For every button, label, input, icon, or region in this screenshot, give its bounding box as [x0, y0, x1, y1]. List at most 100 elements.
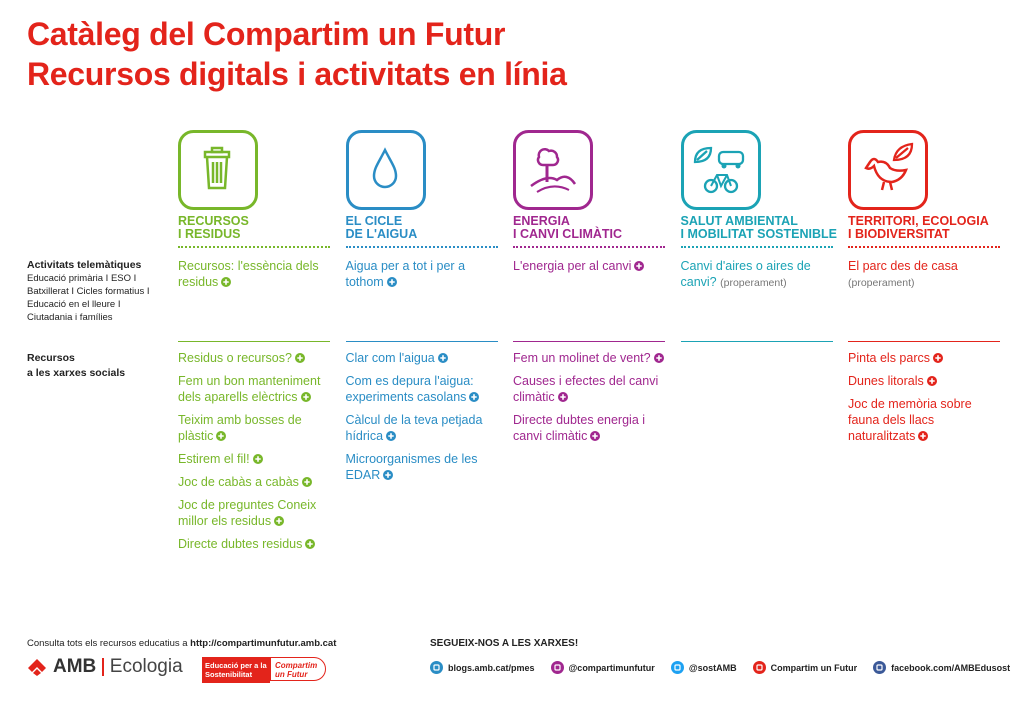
plus-icon: [926, 376, 937, 386]
consult: Consulta tots els recursos educatius a h…: [27, 638, 336, 649]
logo-mark: [28, 659, 46, 676]
social-list: Fem un molinet de vent? Causes i efectes …: [513, 350, 665, 444]
heading-line: RECURSOS: [178, 214, 249, 228]
item-text: Joc de cabàs a cabàs: [178, 475, 299, 489]
heading-line: SALUT AMBIENTAL: [680, 214, 798, 228]
column-heading: SALUT AMBIENTAL I MOBILITAT SOSTENIBLE: [681, 215, 837, 241]
online-item[interactable]: Recursos: l'essència dels residus: [178, 258, 330, 290]
item-text: Causes i efectes del canvi climàtic: [513, 374, 659, 404]
item-text: L'energia per al canvi: [513, 259, 632, 273]
social-item[interactable]: Fem un bon manteniment dels aparells elè…: [178, 373, 330, 405]
link-icon: [670, 661, 684, 674]
social-item[interactable]: Estirem el fil!: [178, 451, 330, 467]
online-item[interactable]: Aigua per a tot i per a tothom: [346, 258, 498, 290]
social-item[interactable]: Joc de memòria sobre fauna dels llacs na…: [848, 396, 1000, 444]
social-item[interactable]: Dunes litorals: [848, 373, 1000, 389]
plus-icon: [274, 516, 285, 526]
row-label-line: Educació en el lleure I: [27, 299, 121, 310]
link-icon: [430, 661, 443, 674]
plus-icon: [305, 539, 316, 549]
item-text: Fem un molinet de vent?: [513, 351, 651, 365]
plus-icon: [252, 454, 263, 464]
heading-line: I CANVI CLIMÀTIC: [513, 227, 623, 241]
social-item[interactable]: Joc de cabàs a cabàs: [178, 474, 330, 490]
item-text: Clar com l'aigua: [345, 351, 435, 365]
row-label-line: Educació primària I ESO I: [27, 273, 137, 284]
plus-icon: [634, 261, 645, 271]
badge: Educació per a la Sostenibilitat Compart…: [202, 657, 328, 683]
link-icon: [873, 661, 887, 674]
item-text: Dunes litorals: [848, 374, 924, 388]
social-item[interactable]: Joc de preguntes Coneix millor els resid…: [178, 497, 330, 529]
link-text: @sostAMB: [688, 662, 737, 673]
dotted-rule: [513, 246, 665, 248]
item-text: Pinta els parcs: [848, 351, 930, 365]
online-item[interactable]: El parc des de casa (properament): [848, 258, 1000, 291]
title-line: Recursos digitals i activitats en línia: [27, 56, 567, 92]
social-item[interactable]: Residus o recursos?: [178, 350, 330, 366]
social-item[interactable]: Causes i efectes del canvi climàtic: [513, 373, 665, 405]
item-text: El parc des de casa: [848, 259, 958, 273]
icon: [345, 130, 426, 210]
social-link[interactable]: Compartim un Futur: [752, 661, 858, 674]
plus-icon: [386, 277, 397, 287]
link-text: Compartim un Futur: [770, 662, 858, 673]
item-text: Joc de preguntes Coneix millor els resid…: [178, 498, 317, 528]
solid-rule: [178, 341, 330, 342]
link-icon: [752, 661, 766, 674]
item-text: Estirem el fil!: [178, 452, 250, 466]
item-text: Directe dubtes residus: [178, 537, 303, 551]
title-line: Catàleg del Compartim un Futur: [27, 16, 506, 52]
plus-icon: [469, 392, 480, 402]
social-link[interactable]: facebook.com/AMBEdusost: [873, 661, 1010, 674]
badge-text: Educació per a la Sostenibilitat: [202, 657, 270, 683]
item-text: Aigua per a tot i per a tothom: [345, 259, 466, 289]
social-item[interactable]: Com es depura l'aigua: experiments casol…: [346, 373, 498, 405]
social-item[interactable]: Clar com l'aigua: [346, 350, 498, 366]
plus-icon: [557, 392, 568, 402]
social-item[interactable]: Directe dubtes residus: [178, 536, 330, 552]
social-link[interactable]: @compartimunfutur: [550, 661, 655, 674]
social-item[interactable]: Fem un molinet de vent?: [513, 350, 665, 366]
item-text: Joc de memòria sobre fauna dels llacs na…: [848, 397, 972, 443]
dotted-rule: [680, 246, 833, 248]
social-item[interactable]: Càlcul de la teva petjada hídrica: [346, 412, 498, 444]
dotted-rule: [345, 246, 498, 248]
online-item[interactable]: L'energia per al canvi: [513, 258, 665, 274]
plus-icon: [216, 431, 227, 441]
plus-icon: [932, 353, 943, 363]
social-item[interactable]: Microorganismes de les EDAR: [346, 451, 498, 483]
link-icon: [550, 661, 564, 674]
solid-rule: [513, 341, 665, 342]
consult-text: Consulta tots els recursos educatius a: [27, 638, 188, 649]
plus-icon: [437, 353, 448, 363]
dotted-rule: [848, 246, 1000, 248]
online-list: Aigua per a tot i per a tothom: [346, 258, 498, 290]
online-list: Recursos: l'essència dels residus: [178, 258, 330, 290]
item-text: Residus o recursos?: [178, 351, 292, 365]
item-text: Teixim amb bosses de plàstic: [178, 413, 302, 443]
social-link[interactable]: blogs.amb.cat/pmes: [430, 661, 535, 674]
url[interactable]: http://compartimunfutur.amb.cat: [190, 638, 337, 649]
solid-rule: [345, 341, 498, 342]
social-link[interactable]: @sostAMB: [670, 661, 737, 674]
link-text: blogs.amb.cat/pmes: [448, 662, 535, 673]
row-label-title: Activitats telemàtiques: [27, 259, 142, 271]
row-label-line: Ciutadania i famílies: [27, 312, 113, 323]
solid-rule: [680, 341, 833, 342]
online-list: Canvi d'aires o aires de canvi? (propera…: [681, 258, 833, 291]
icon: [848, 130, 928, 210]
online-item[interactable]: Canvi d'aires o aires de canvi? (propera…: [681, 258, 833, 291]
item-text: Càlcul de la teva petjada hídrica: [345, 413, 483, 443]
social-item[interactable]: Directe dubtes energia i canvi climàtic: [513, 412, 665, 444]
row-label-title: Recursos: [27, 352, 75, 364]
plus-icon: [301, 477, 312, 487]
social-item[interactable]: Pinta els parcs: [848, 350, 1000, 366]
heading-line: ENERGIA: [513, 214, 570, 228]
plus-icon: [300, 392, 311, 402]
heading-line: EL CICLE: [345, 214, 403, 228]
plus-icon: [590, 431, 601, 441]
social-item[interactable]: Teixim amb bosses de plàstic: [178, 412, 330, 444]
social-list: Clar com l'aigua Com es depura l'aigua: e…: [346, 350, 498, 483]
item-text: Microorganismes de les EDAR: [345, 452, 478, 482]
